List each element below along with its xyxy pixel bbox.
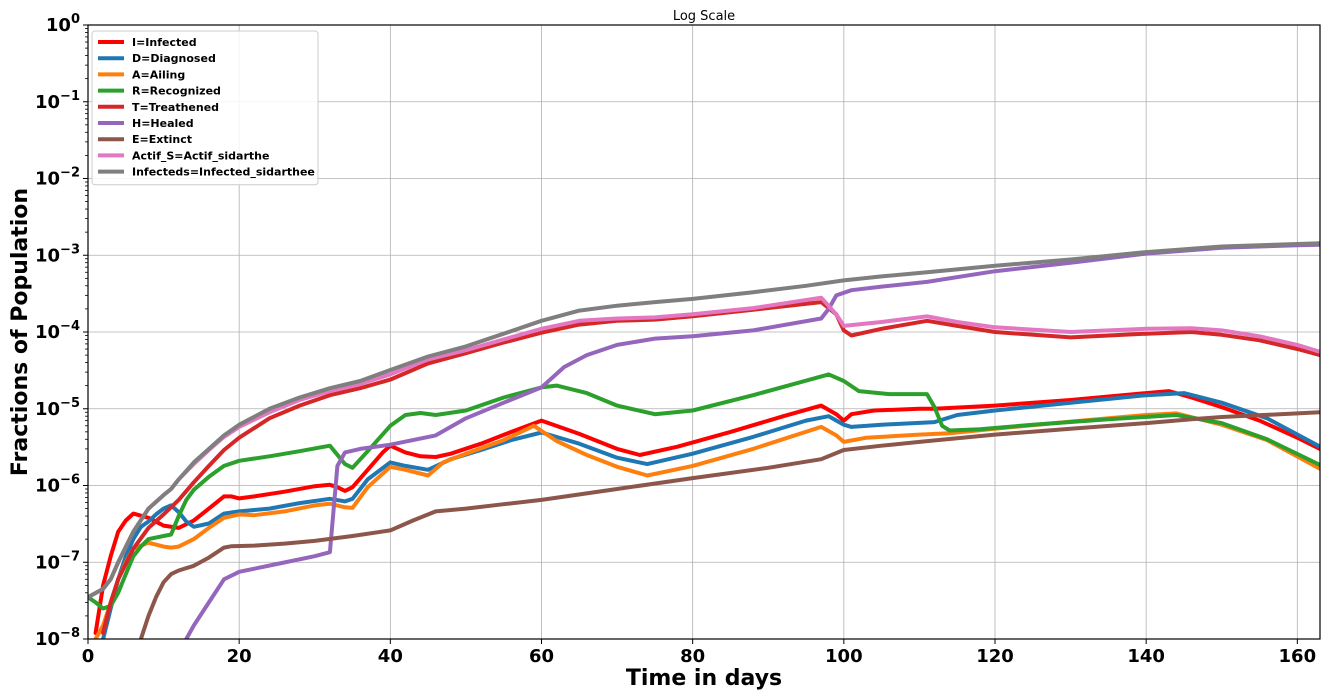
y-tick-label: 10−7	[35, 549, 80, 573]
series-line-d	[101, 391, 1320, 639]
legend-label: I=Infected	[132, 36, 197, 49]
legend-label: Infecteds=Infected_sidarthee	[132, 166, 315, 179]
x-tick-label: 80	[680, 646, 705, 667]
x-tick-label: 100	[825, 646, 863, 667]
legend-label: H=Healed	[132, 117, 194, 130]
y-tick-label: 10−8	[35, 626, 80, 650]
y-tick-label: 10−6	[35, 473, 80, 497]
legend-label: T=Treathened	[132, 101, 219, 114]
series-line-h	[184, 242, 1320, 639]
legend-label: E=Extinct	[132, 133, 192, 146]
x-axis-title: Time in days	[626, 666, 782, 691]
x-tick-label: 20	[227, 646, 252, 667]
y-tick-label: 10−2	[35, 166, 80, 190]
series-line-t	[101, 300, 1320, 635]
series-line-e	[138, 410, 1320, 639]
legend-label: Actif_S=Actif_sidarthe	[132, 149, 269, 162]
legend-label: D=Diagnosed	[132, 52, 216, 65]
y-tick-label: 10−5	[35, 396, 80, 420]
chart-title: Log Scale	[673, 9, 735, 24]
y-axis-ticks: 10−8 10−7 10−6 10−5 10−4 10−3 10−2 10−1 100	[35, 12, 88, 650]
legend: I=Infected D=Diagnosed A=Ailing R=Recognize…	[91, 30, 319, 186]
x-tick-label: 140	[1127, 646, 1165, 667]
legend-box	[91, 30, 319, 186]
y-tick-label: 100	[46, 12, 80, 36]
y-tick-label: 10−3	[35, 242, 80, 266]
x-tick-label: 120	[976, 646, 1014, 667]
series-line-infecteds	[88, 241, 1320, 600]
x-tick-label: 0	[82, 646, 95, 667]
x-axis-ticks: 0 20 40 60 80 100 120 140 160	[82, 639, 1316, 667]
x-tick-label: 40	[378, 646, 403, 667]
x-tick-label: 60	[529, 646, 554, 667]
y-tick-label: 10−4	[35, 319, 80, 343]
y-tick-label: 10−1	[35, 89, 80, 113]
series-line-actif-s	[88, 295, 1320, 600]
x-tick-label: 160	[1279, 646, 1317, 667]
series-layer	[88, 241, 1320, 639]
series-line-r	[88, 372, 1320, 611]
legend-label: R=Recognized	[132, 85, 221, 98]
legend-label: A=Ailing	[132, 68, 185, 81]
series-line-a	[93, 411, 1320, 639]
y-axis-title: Fractions of Population	[8, 188, 33, 476]
